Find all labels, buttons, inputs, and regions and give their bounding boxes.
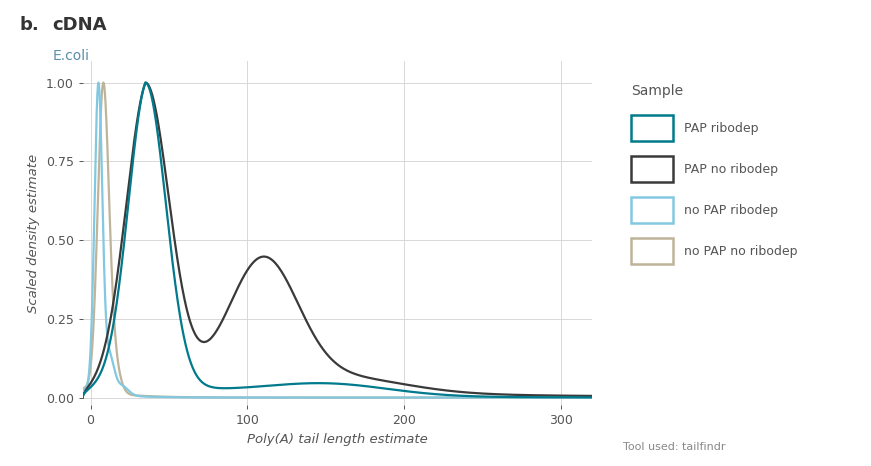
Text: b.: b.	[19, 16, 39, 34]
Text: Tool used: tailfindr: Tool used: tailfindr	[623, 442, 726, 452]
X-axis label: Poly(A) tail length estimate: Poly(A) tail length estimate	[247, 433, 428, 446]
Text: PAP ribodep: PAP ribodep	[684, 122, 759, 135]
Y-axis label: Scaled density estimate: Scaled density estimate	[27, 153, 40, 313]
Text: PAP no ribodep: PAP no ribodep	[684, 163, 778, 176]
Text: Sample: Sample	[631, 84, 684, 98]
Text: no PAP no ribodep: no PAP no ribodep	[684, 245, 797, 258]
Text: cDNA: cDNA	[52, 16, 107, 34]
Text: E.coli: E.coli	[52, 49, 89, 63]
Text: no PAP ribodep: no PAP ribodep	[684, 204, 778, 217]
